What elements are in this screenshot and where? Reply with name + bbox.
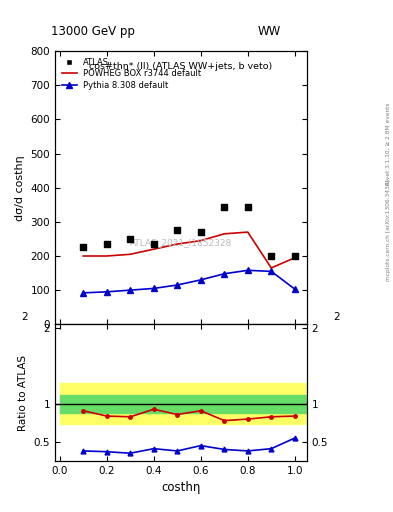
Text: 2: 2 (333, 311, 340, 322)
Point (174, 226, 180, 234)
Point (268, 252, 274, 260)
Point (198, 228, 204, 236)
Text: 2: 2 (22, 311, 28, 322)
Text: WW: WW (257, 26, 281, 38)
Point (80, 243, 86, 251)
Point (127, 235, 133, 243)
Text: mcplots.cern.ch [arXiv:1306.3436]: mcplots.cern.ch [arXiv:1306.3436] (386, 180, 391, 281)
Point (151, 240, 157, 248)
Point (244, 202, 251, 210)
Text: ATLAS_2021_I1852328: ATLAS_2021_I1852328 (130, 238, 232, 247)
Legend: ATLAS, POWHEG BOX r3744 default, Pythia 8.308 default: ATLAS, POWHEG BOX r3744 default, Pythia … (59, 55, 204, 92)
Point (104, 240, 110, 248)
Text: Rivet 3.1.10, ≥ 2.8M events: Rivet 3.1.10, ≥ 2.8M events (386, 102, 391, 185)
Y-axis label: dσ/d costhη: dσ/d costhη (15, 155, 25, 221)
Text: cos#thη* (ll) (ATLAS WW+jets, b veto): cos#thη* (ll) (ATLAS WW+jets, b veto) (89, 62, 272, 71)
Point (292, 252, 298, 260)
Point (221, 202, 228, 210)
Text: 13000 GeV pp: 13000 GeV pp (51, 26, 135, 38)
X-axis label: costhη: costhη (161, 481, 200, 494)
Y-axis label: Ratio to ATLAS: Ratio to ATLAS (18, 354, 28, 431)
